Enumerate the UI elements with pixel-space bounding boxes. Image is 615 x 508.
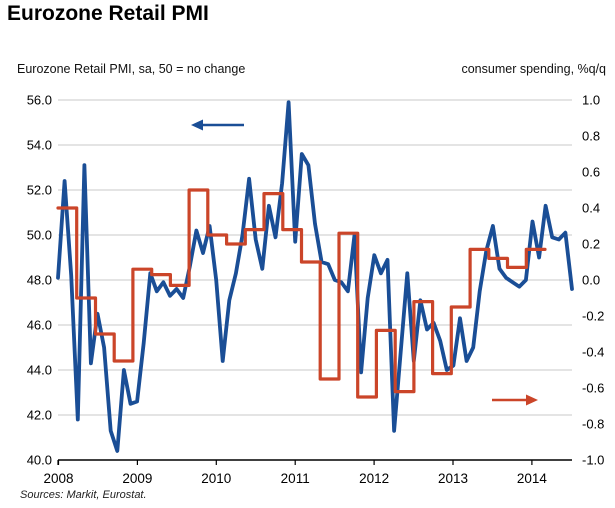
pmi-line-series xyxy=(56,100,574,453)
left-axis-tick-label: 44.0 xyxy=(27,363,52,378)
sources-note: Sources: Markit, Eurostat. xyxy=(20,489,147,501)
right-axis-tick-label: -0.8 xyxy=(582,417,604,432)
right-axis-tick-label: 0.2 xyxy=(582,237,600,252)
x-axis-year-label: 2010 xyxy=(201,471,231,486)
right-axis-tick-label: -0.4 xyxy=(582,345,604,360)
right-axis-tick-label: -0.6 xyxy=(582,381,604,396)
left-axis-tick-label: 46.0 xyxy=(27,318,52,333)
x-axis-year-label: 2013 xyxy=(438,471,468,486)
right-axis-tick-label: 0.0 xyxy=(582,273,600,288)
x-axis-year-label: 2014 xyxy=(517,471,548,486)
left-axis-tick-label: 54.0 xyxy=(27,138,52,153)
right-axis-tick-label: 1.0 xyxy=(582,93,600,108)
right-axis-tick-label: 0.4 xyxy=(582,201,600,216)
left-axis-tick-label: 48.0 xyxy=(27,273,52,288)
x-axis-year-label: 2011 xyxy=(281,471,310,486)
x-axis-year-label: 2012 xyxy=(359,471,389,486)
left-axis-tick-label: 52.0 xyxy=(27,183,52,198)
right-arrow-icon xyxy=(526,394,538,406)
left-axis-tick-label: 50.0 xyxy=(27,228,52,243)
axis-titles-row: Eurozone Retail PMI, sa, 50 = no change … xyxy=(17,62,606,76)
left-axis-tick-label: 56.0 xyxy=(27,93,52,108)
right-axis-tick-label: -1.0 xyxy=(582,453,604,468)
page-title: Eurozone Retail PMI xyxy=(7,2,209,25)
left-arrow-icon xyxy=(191,119,203,131)
left-axis-tick-label: 40.0 xyxy=(27,453,52,468)
right-axis-tick-label: 0.6 xyxy=(582,165,600,180)
left-axis-tick-label: 42.0 xyxy=(27,408,52,423)
spending-step-series xyxy=(56,188,547,399)
left-axis-title: Eurozone Retail PMI, sa, 50 = no change xyxy=(17,62,246,76)
x-axis-year-label: 2009 xyxy=(122,471,152,486)
right-axis-tick-label: -0.2 xyxy=(582,309,604,324)
x-axis-year-label: 2008 xyxy=(43,471,73,486)
right-axis-tick-label: 0.8 xyxy=(582,129,600,144)
right-axis-title: consumer spending, %q/q xyxy=(461,62,606,76)
